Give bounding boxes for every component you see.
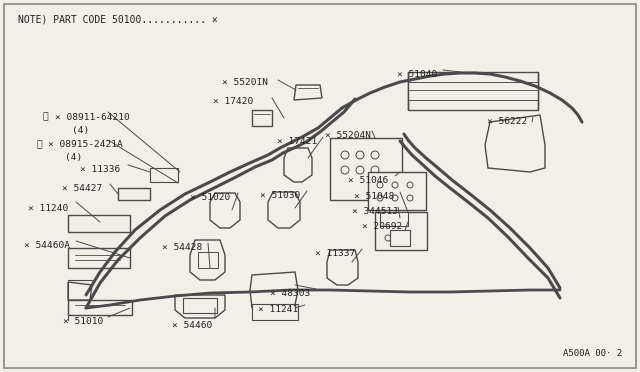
Bar	[252, 304, 298, 320]
Text: × 51020: × 51020	[190, 193, 230, 202]
Text: A500A 00· 2: A500A 00· 2	[563, 349, 622, 358]
Text: × 34451J: × 34451J	[352, 207, 398, 216]
Text: × 11337: × 11337	[315, 249, 355, 258]
Polygon shape	[284, 148, 312, 182]
Bar	[183, 298, 217, 313]
Polygon shape	[327, 250, 358, 285]
Polygon shape	[294, 85, 322, 100]
Text: × 17420: × 17420	[213, 97, 253, 106]
Bar	[408, 82, 538, 100]
Text: × 56222: × 56222	[487, 117, 527, 126]
Polygon shape	[210, 193, 240, 228]
Bar	[390, 230, 410, 246]
Bar	[408, 72, 538, 110]
Text: × 51030: × 51030	[260, 191, 300, 200]
Text: × 51010: × 51010	[63, 317, 103, 326]
Text: × 51046: × 51046	[348, 176, 388, 185]
Bar	[150, 168, 178, 182]
Polygon shape	[190, 240, 225, 280]
Text: × 17421: × 17421	[277, 137, 317, 146]
Text: × 54427: × 54427	[62, 184, 102, 193]
Text: × 5520IN: × 5520IN	[222, 78, 268, 87]
Text: × 54460: × 54460	[172, 321, 212, 330]
Polygon shape	[250, 272, 298, 308]
Text: × 54428: × 54428	[162, 243, 202, 252]
Polygon shape	[68, 282, 92, 300]
Polygon shape	[68, 215, 130, 232]
Text: × 20692: × 20692	[362, 222, 403, 231]
Polygon shape	[175, 295, 225, 318]
Bar	[368, 172, 426, 210]
Bar	[375, 212, 427, 250]
Text: × 11241: × 11241	[258, 305, 298, 314]
Text: Ⓚ: Ⓚ	[37, 140, 43, 149]
Polygon shape	[118, 188, 150, 200]
Text: × 51048: × 51048	[354, 192, 394, 201]
Text: × 55204N: × 55204N	[325, 131, 371, 140]
Polygon shape	[198, 252, 218, 268]
Text: × 11240: × 11240	[28, 204, 68, 213]
Text: × 51040: × 51040	[397, 70, 437, 79]
Bar	[380, 212, 408, 226]
Polygon shape	[68, 300, 132, 315]
Polygon shape	[485, 115, 545, 172]
Text: × 08915-2421A: × 08915-2421A	[48, 140, 123, 149]
Text: (4): (4)	[72, 126, 89, 135]
Text: (4): (4)	[65, 153, 83, 162]
Text: × 08911-64210: × 08911-64210	[55, 113, 130, 122]
Text: × 11336: × 11336	[80, 165, 120, 174]
Text: Ⓞ: Ⓞ	[43, 112, 49, 121]
Text: × 48303: × 48303	[270, 289, 310, 298]
Bar	[330, 138, 402, 200]
Polygon shape	[252, 110, 272, 126]
Text: NOTE) PART CODE 50100........... ×: NOTE) PART CODE 50100........... ×	[18, 15, 218, 25]
Text: × 54460A: × 54460A	[24, 241, 70, 250]
Polygon shape	[68, 248, 130, 268]
Polygon shape	[268, 192, 300, 228]
